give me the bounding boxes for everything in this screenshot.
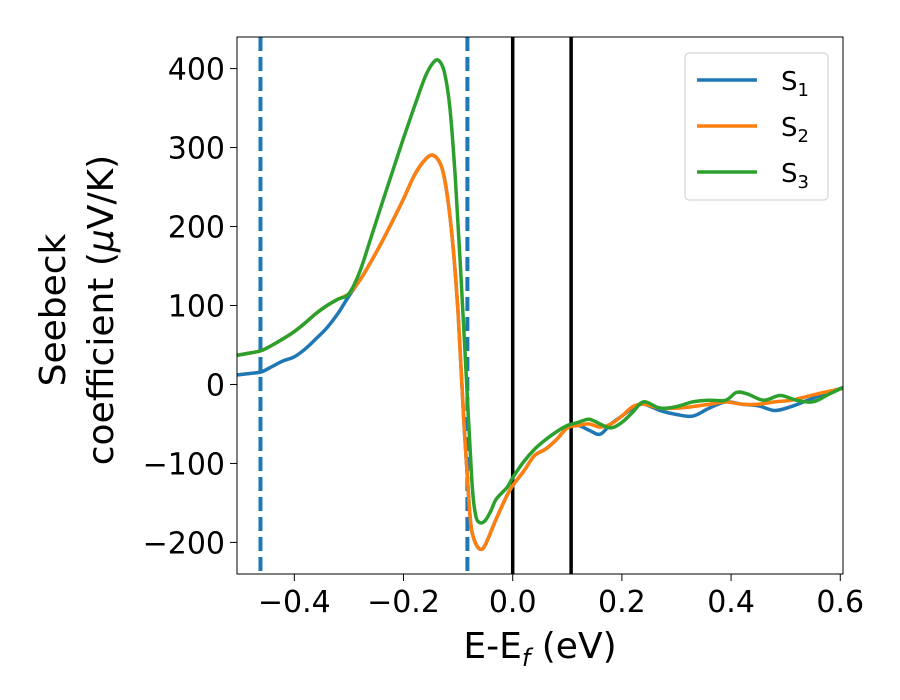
y-axis-title-line2: coefficient (μV/K)	[81, 155, 122, 465]
y-axis-title-line1: Seebeck	[33, 233, 74, 386]
x-tick-label: 0.0	[489, 585, 537, 620]
legend-label-s2: S2	[781, 113, 809, 147]
y-tick-label: 0	[206, 368, 225, 403]
x-tick-label: 0.6	[816, 585, 864, 620]
legend-label-s1: S1	[781, 67, 809, 101]
x-axis-ticks: −0.4 −0.2 0.0 0.2 0.4 0.6	[258, 574, 864, 620]
legend-items: S1 S2 S3	[697, 67, 809, 193]
y-tick-label: 200	[168, 211, 225, 246]
y-axis-ticks: −200 −100 0 100 200 300 400	[143, 53, 237, 561]
series-line-s3	[237, 58, 843, 525]
x-tick-label: −0.4	[258, 585, 331, 620]
series-lines	[237, 58, 843, 552]
x-tick-label: 0.4	[707, 585, 755, 620]
y-tick-label: 100	[168, 290, 225, 325]
x-tick-label: 0.2	[598, 585, 646, 620]
y-tick-label: 400	[168, 53, 225, 88]
legend: S1 S2 S3	[684, 52, 829, 201]
y-tick-label: −100	[143, 447, 225, 482]
y-tick-label: −200	[143, 526, 225, 561]
x-axis-title: E-Ef (eV)	[463, 626, 616, 672]
x-tick-label: −0.2	[367, 585, 440, 620]
y-tick-label: 300	[168, 132, 225, 167]
legend-label-s3: S3	[781, 159, 809, 193]
